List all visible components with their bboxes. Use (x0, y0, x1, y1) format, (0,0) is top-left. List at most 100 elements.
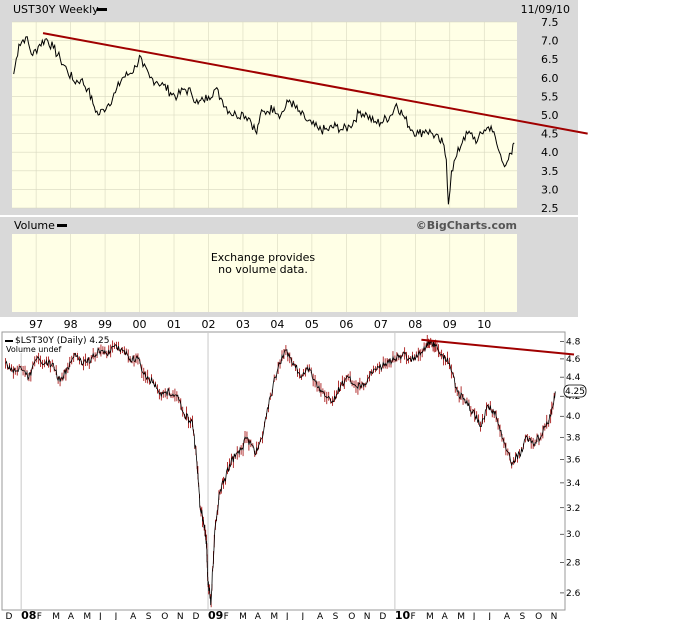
price-x-tick-label: 02 (201, 318, 215, 330)
daily-x-tick-label: J (98, 612, 102, 620)
price-y-tick-label: 3.5 (541, 165, 559, 178)
volume-message-line2: no volume data. (218, 263, 308, 276)
daily-y-tick-label: 2.8 (566, 559, 581, 569)
price-x-tick-label: 09 (443, 318, 457, 330)
price-series-line (13, 36, 515, 205)
price-x-tick-label: 10 (477, 318, 491, 330)
daily-y-tick-label: 3.0 (566, 530, 581, 540)
watermark: ©BigCharts.com (416, 219, 517, 232)
price-gridlines (12, 21, 517, 209)
daily-x-ticks: D 08 F M A M J J A S O N D 09 F M A M J J A S O N D 10 F M A M J J A S O N (6, 609, 558, 620)
daily-y-tick-label: 3.6 (566, 455, 581, 465)
daily-chart-subtitle: Volume undef (6, 345, 61, 354)
daily-y-tick-label: 4.8 (566, 337, 581, 347)
daily-y-tick-label: 4.0 (566, 412, 581, 422)
daily-x-tick-label: A (317, 612, 324, 620)
daily-x-tick-label: J (487, 612, 491, 620)
daily-x-tick-label: S (520, 612, 526, 620)
chart-title: UST30Y Weekly (13, 3, 99, 16)
daily-x-tick-label: A (442, 612, 449, 620)
price-x-tick-label: 03 (236, 318, 250, 330)
daily-x-tick-label: 10 (395, 609, 411, 620)
daily-x-tick-label: A (504, 612, 511, 620)
daily-x-tick-label: N (177, 612, 184, 620)
daily-x-tick-label: 09 (208, 609, 223, 620)
price-y-tick-label: 4.5 (541, 128, 559, 141)
last-value-marker: 4.25 (563, 384, 587, 398)
daily-chart: 2.62.83.03.23.43.63.84.04.24.44.64.8 D08… (1, 331, 587, 620)
daily-x-tick-label: M (270, 612, 278, 620)
daily-trendline (421, 338, 575, 356)
daily-series (5, 339, 556, 606)
daily-x-tick-label: M (83, 612, 91, 620)
price-x-tick-label: 08 (408, 318, 422, 330)
price-x-tick-label: 99 (98, 318, 112, 330)
price-y-tick-label: 5.5 (541, 90, 559, 103)
price-x-ticks: 97 98 99 00 01 02 03 04 05 06 07 08 09 10 (29, 318, 491, 330)
price-trendline-group (42, 32, 588, 135)
daily-y-tick-label: 2.6 (566, 589, 581, 599)
daily-legend-swatch (5, 340, 13, 342)
daily-panel (1, 331, 566, 611)
daily-x-tick-label: M (239, 612, 247, 620)
daily-x-tick-label: J (285, 612, 289, 620)
daily-x-tick-label: O (161, 612, 168, 620)
price-y-tick-label: 7.5 (541, 16, 559, 29)
daily-x-tick-label: D (379, 612, 386, 620)
daily-x-tick-label: D (6, 612, 13, 620)
volume-label: Volume (14, 219, 55, 232)
weekly-chart: UST30Y Weekly 11/09/10 2.5 3.0 3.5 4.0 4.5 5.… (0, 0, 588, 330)
price-x-tick-label: 00 (133, 318, 147, 330)
daily-x-tick-label: M (426, 612, 434, 620)
price-x-tick-label: 07 (374, 318, 388, 330)
daily-x-tick-label: J (114, 612, 118, 620)
daily-y-tick-label: 4.6 (566, 355, 581, 365)
price-y-tick-label: 3.0 (541, 183, 559, 196)
daily-x-tick-label: S (146, 612, 152, 620)
daily-x-tick-label: F (37, 612, 42, 620)
price-x-tick-label: 04 (270, 318, 284, 330)
daily-legend-box (3, 333, 91, 353)
price-y-tick-label: 7.0 (541, 35, 559, 48)
price-y-tick-label: 4.0 (541, 146, 559, 159)
volume-header-bar (0, 217, 578, 232)
daily-y-tick-label: 3.4 (566, 479, 581, 489)
daily-year-dividers (20, 333, 396, 609)
daily-x-tick-label: A (68, 612, 75, 620)
price-x-tick-label: 01 (167, 318, 181, 330)
daily-x-tick-label: D (192, 612, 199, 620)
price-y-tick-label: 6.0 (541, 72, 559, 85)
chart-date: 11/09/10 (521, 3, 570, 16)
daily-x-tick-label: O (348, 612, 355, 620)
price-x-tick-label: 05 (305, 318, 319, 330)
price-x-tick-label: 97 (29, 318, 43, 330)
price-y-ticks: 2.5 3.0 3.5 4.0 4.5 5.0 5.5 6.0 6.5 7.0 7.5 (541, 16, 559, 215)
price-x-tick-label: 06 (339, 318, 353, 330)
daily-x-tick-label: 08 (21, 609, 36, 620)
daily-x-tick-label: N (551, 612, 558, 620)
daily-x-tick-label: J (472, 612, 476, 620)
daily-y-tick-label: 3.8 (566, 433, 581, 443)
price-x-tick-label: 98 (64, 318, 78, 330)
title-legend-swatch (97, 8, 107, 11)
daily-x-tick-label: J (300, 612, 304, 620)
volume-message-line1: Exchange provides (211, 251, 316, 264)
daily-x-tick-label: M (52, 612, 60, 620)
daily-x-tick-label: F (224, 612, 229, 620)
daily-x-tick-label: S (333, 612, 339, 620)
volume-gridlines (35, 234, 485, 312)
price-y-tick-label: 5.0 (541, 109, 559, 122)
daily-series-line (5, 339, 556, 606)
daily-x-tick-label: M (457, 612, 465, 620)
daily-x-tick-label: O (535, 612, 542, 620)
volume-legend-swatch (57, 224, 67, 227)
daily-x-tick-label: A (130, 612, 137, 620)
price-y-tick-label: 6.5 (541, 53, 559, 66)
volume-panel (12, 234, 517, 312)
price-y-tick-label: 2.5 (541, 202, 559, 215)
daily-y-tick-label: 3.2 (566, 504, 580, 514)
daily-chart-title: $LST30Y (Daily) 4.25 (15, 336, 109, 346)
daily-x-tick-label: F (410, 612, 415, 620)
last-value-label: 4.25 (565, 387, 585, 397)
daily-x-tick-label: N (364, 612, 371, 620)
